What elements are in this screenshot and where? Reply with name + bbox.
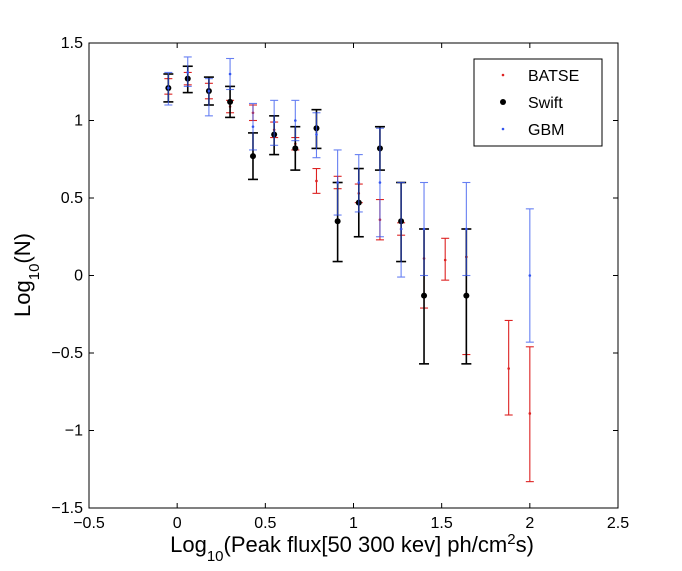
data-point <box>528 412 532 415</box>
y-tick-label: 0.5 <box>61 190 83 207</box>
legend-label-swift: Swift <box>528 95 563 112</box>
data-point <box>421 292 428 299</box>
data-point <box>399 227 403 231</box>
legend-box <box>473 58 603 147</box>
error-bar <box>204 78 213 117</box>
y-tick-label: −1 <box>65 423 83 440</box>
x-tick-label: 1.5 <box>431 515 453 532</box>
x-tick-label: 2 <box>525 515 534 532</box>
data-point <box>167 86 170 90</box>
plot-frame <box>88 42 619 509</box>
y-tick-label: −1.5 <box>51 500 83 517</box>
y-tick-label: 1.5 <box>61 35 83 52</box>
x-tick-label: 2.5 <box>607 515 629 532</box>
data-point <box>357 181 361 184</box>
data-point <box>272 120 276 124</box>
x-tick-label: 1 <box>349 515 358 532</box>
data-point <box>315 133 318 136</box>
legend-marker-batse <box>501 73 505 77</box>
data-point <box>315 179 318 183</box>
data-point <box>294 119 297 122</box>
data-point <box>336 181 339 184</box>
x-axis-title: Log10(Peak flux[50 300 kev] ph/cm2s) <box>170 531 534 565</box>
y-tick-label: 1 <box>74 113 83 130</box>
series-gbm <box>164 56 534 343</box>
data-point <box>528 274 532 277</box>
data-point <box>207 89 211 93</box>
y-axis-title: Log10(N) <box>10 233 43 317</box>
data-point <box>422 227 426 231</box>
data-point <box>251 125 255 128</box>
data-point <box>463 292 470 299</box>
data-point <box>292 145 299 152</box>
legend-label-batse: BATSE <box>528 68 579 85</box>
data-point <box>378 181 382 184</box>
legend-marker-swift <box>500 99 506 105</box>
y-tick-label: −0.5 <box>51 345 83 362</box>
data-point <box>334 218 341 225</box>
data-point <box>228 72 232 76</box>
data-point <box>249 153 256 160</box>
y-tick-label: 0 <box>74 268 83 285</box>
data-series <box>163 56 534 483</box>
x-tick-label: −0.5 <box>73 515 105 532</box>
data-point <box>465 227 468 231</box>
legend-marker-gbm <box>501 127 505 131</box>
legend: BATSE Swift GBM <box>473 58 603 147</box>
x-tick-label: 0.5 <box>254 515 276 532</box>
legend-label-gbm: GBM <box>528 122 564 139</box>
axis-ticks: −0.5 0 0.5 1 1.5 2 2.5 1.5 1 0.5 0 −0.5 −1 −1.5 <box>51 35 629 532</box>
x-tick-label: 0 <box>173 515 182 532</box>
data-point <box>186 71 190 74</box>
data-point <box>507 367 510 370</box>
data-point <box>443 258 447 262</box>
data-point <box>227 98 234 105</box>
